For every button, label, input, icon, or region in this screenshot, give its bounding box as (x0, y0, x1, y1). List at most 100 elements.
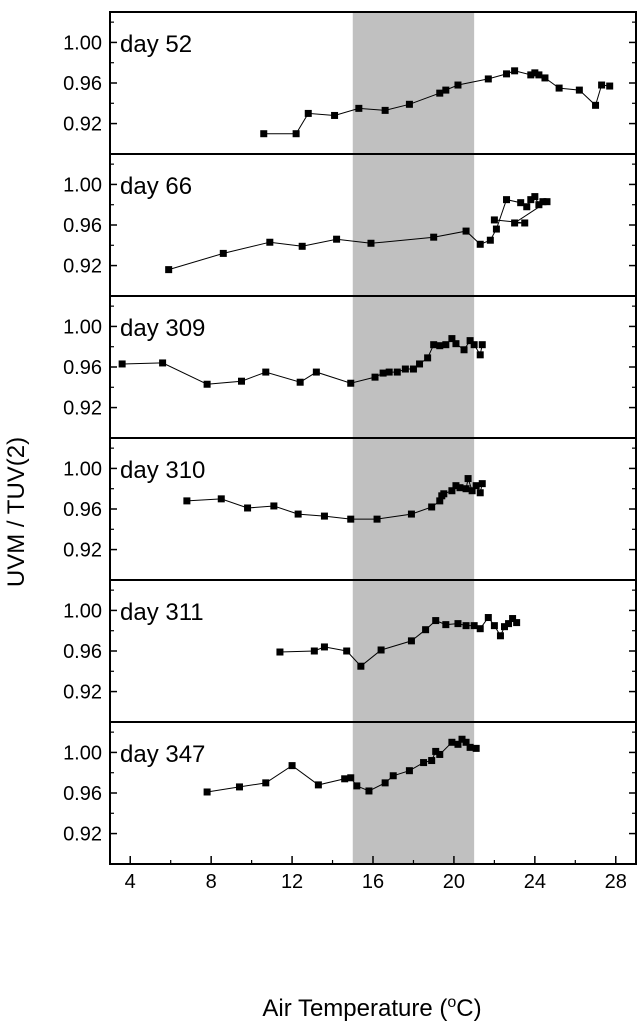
data-point (476, 625, 484, 633)
data-point (462, 227, 470, 235)
data-point (468, 487, 476, 495)
data-point (333, 235, 341, 243)
data-point (541, 74, 549, 82)
data-point (462, 485, 470, 493)
data-point (367, 239, 375, 247)
data-point (407, 637, 415, 645)
data-point (428, 503, 436, 511)
data-point (389, 772, 397, 780)
panel-day-310: 0.92 0.96 1.00 day 310 (63, 447, 636, 562)
data-point (420, 759, 428, 767)
data-point (484, 75, 492, 83)
data-point (575, 86, 583, 94)
data-point (535, 201, 543, 209)
y-tick-label: 0.96 (63, 641, 102, 663)
data-point (320, 512, 328, 520)
y-tick-label: 1.00 (63, 458, 102, 480)
data-point (521, 219, 529, 227)
data-point (470, 341, 478, 349)
data-point (407, 510, 415, 518)
data-point (555, 84, 563, 92)
data-point (405, 767, 413, 775)
data-point (422, 626, 430, 634)
data-point (456, 484, 464, 492)
data-point (373, 515, 381, 523)
data-point (511, 219, 519, 227)
data-point (513, 619, 521, 627)
data-point (357, 662, 365, 670)
data-point (478, 480, 486, 488)
data-point (320, 643, 328, 651)
y-tick-label: 0.92 (63, 114, 102, 136)
data-point (343, 647, 351, 655)
data-point (355, 104, 363, 112)
data-point (235, 783, 243, 791)
data-point (452, 340, 460, 348)
data-point (428, 757, 436, 765)
data-point (424, 354, 432, 362)
data-point (517, 199, 525, 207)
data-point (314, 781, 322, 789)
x-tick-label: 8 (206, 871, 217, 893)
data-point (458, 735, 466, 743)
data-point (436, 342, 444, 350)
data-point (460, 346, 468, 354)
data-point (260, 130, 268, 138)
data-point (466, 337, 474, 345)
data-point (381, 779, 389, 787)
data-point (511, 67, 519, 75)
y-tick-label: 0.92 (63, 256, 102, 278)
series-line (263, 70, 610, 135)
data-point (341, 775, 349, 783)
data-point (347, 774, 355, 782)
panel-day-66: 0.92 0.96 1.00 day 66 (63, 163, 636, 278)
data-point (430, 233, 438, 241)
data-point (266, 238, 274, 246)
data-point (454, 620, 462, 628)
data-point (393, 368, 401, 376)
data-point (244, 504, 252, 512)
data-point (492, 225, 500, 233)
data-point (203, 380, 211, 388)
x-tick-label: 24 (524, 871, 546, 893)
data-point (509, 615, 517, 623)
y-tick-label: 1.00 (63, 316, 102, 338)
panel-label: day 310 (120, 457, 205, 484)
data-point (531, 193, 539, 201)
data-point (371, 373, 379, 381)
y-tick-label: 0.96 (63, 499, 102, 521)
data-point (598, 81, 606, 89)
y-tick-label: 1.00 (63, 32, 102, 54)
data-point (454, 81, 462, 89)
data-point (452, 482, 460, 490)
data-point (436, 750, 444, 758)
panel-label: day 309 (120, 315, 205, 342)
y-tick-label: 0.96 (63, 73, 102, 95)
data-point (296, 378, 304, 386)
y-tick-label: 1.00 (63, 742, 102, 764)
x-tick-label: 20 (443, 871, 465, 893)
data-point (298, 242, 306, 250)
data-point (312, 368, 320, 376)
data-point (476, 351, 484, 359)
x-tick-label: 28 (605, 871, 627, 893)
data-point (432, 747, 440, 755)
x-axis-title-unit: C) (456, 995, 481, 1022)
data-point (527, 196, 535, 204)
x-axis-title: Air Temperature (oC) (262, 994, 481, 1022)
y-tick-label: 1.00 (63, 174, 102, 196)
x-axis-title-degree: o (447, 994, 456, 1011)
data-point (238, 377, 245, 385)
data-point (535, 71, 543, 79)
data-point (531, 69, 539, 77)
data-point (118, 360, 126, 368)
data-point (401, 365, 409, 373)
data-point (543, 198, 551, 206)
y-tick-label: 0.96 (63, 215, 102, 237)
panel-label: day 347 (120, 741, 205, 768)
x-tick-label: 4 (125, 871, 136, 893)
data-point (436, 89, 444, 97)
data-point (476, 240, 484, 248)
panel-day-347: 0.92 0.96 1.00 day 347 (63, 731, 636, 846)
data-point (490, 216, 498, 224)
